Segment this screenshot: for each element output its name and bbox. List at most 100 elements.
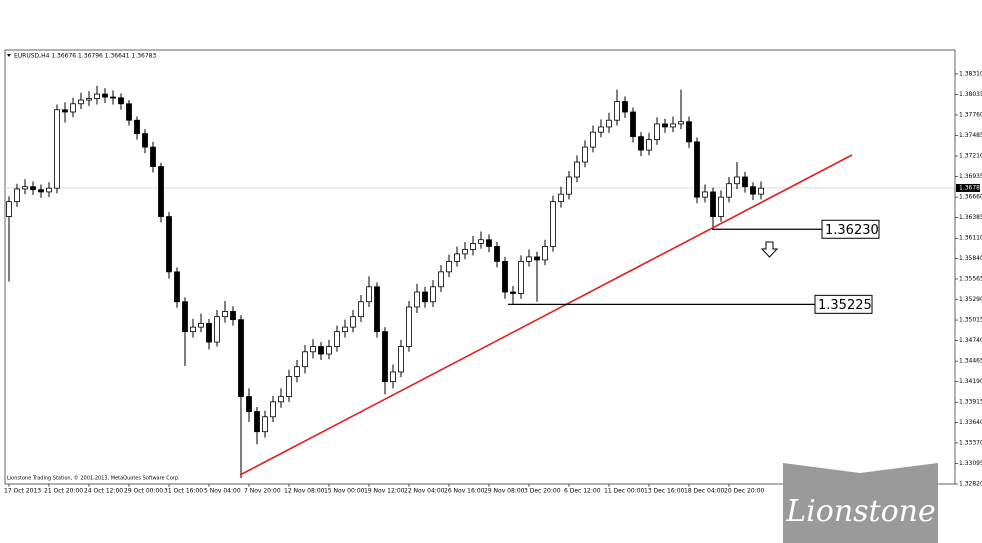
candle-body: [158, 166, 164, 217]
x-tick-label: 3 Dec 20:00: [524, 488, 561, 495]
x-tick-label: 21 Oct 20:00: [44, 488, 83, 495]
candle-body: [142, 133, 148, 148]
candle-body: [198, 322, 204, 328]
candle-body: [694, 141, 700, 198]
x-tick-label: 12 Nov 08:00: [284, 488, 325, 495]
y-tick-label: 1.33370: [959, 439, 982, 446]
x-tick-label: 6 Dec 12:00: [564, 488, 601, 495]
x-tick-label: 24 Oct 12:00: [84, 488, 123, 495]
candle-body: [494, 246, 500, 262]
footer: Lionstone Trading Station, © 2001-2013, …: [7, 475, 180, 482]
candle-body: [662, 123, 668, 128]
candle-body: [734, 176, 740, 185]
candle-body: [686, 121, 692, 143]
x-tick-label: 31 Oct 16:00: [164, 488, 203, 495]
y-tick-label: 1.35565: [959, 275, 982, 282]
candle-body: [150, 146, 156, 167]
candle-body: [622, 101, 628, 113]
candle-body: [398, 346, 404, 373]
current-price-tag: [956, 183, 980, 192]
candle-body: [6, 201, 12, 217]
candle-body: [502, 260, 508, 293]
candle-body: [630, 111, 636, 138]
candle-body: [86, 98, 92, 101]
candle-body: [542, 246, 548, 261]
down-arrow: [760, 241, 779, 258]
candle-body: [30, 186, 36, 191]
candle-body: [478, 239, 484, 244]
candle-body: [78, 99, 84, 105]
candle-body: [190, 326, 196, 333]
y-tick-label: 1.33095: [959, 460, 982, 467]
candle-body: [166, 216, 172, 273]
candle-body: [422, 291, 428, 303]
candle-body: [702, 191, 708, 198]
candle-body: [382, 331, 388, 383]
candle-body: [22, 186, 28, 190]
y-tick-label: 1.34740: [959, 337, 982, 344]
candle-body: [614, 101, 620, 121]
y-tick-label: 1.36385: [959, 214, 982, 221]
candle-body: [670, 123, 676, 128]
candle-body: [246, 396, 252, 412]
candle-body: [430, 286, 436, 303]
x-tick-label: 15 Nov 00:00: [324, 488, 365, 495]
y-tick-label: 1.38035: [959, 91, 982, 98]
plot-frame: [4, 49, 956, 485]
candle-body: [718, 196, 724, 217]
candle-body: [46, 187, 52, 193]
candle-body: [182, 301, 188, 333]
candle-body: [126, 103, 132, 121]
candle-body: [518, 260, 524, 294]
x-tick-label: 26 Nov 16:00: [444, 488, 485, 495]
candle-body: [238, 319, 244, 398]
candle-body: [598, 126, 604, 133]
candle-body: [102, 93, 108, 98]
y-tick-label: 1.36660: [959, 194, 982, 201]
level-label: 1.35225: [818, 298, 872, 313]
y-tick-label: 1.35015: [959, 317, 982, 324]
candle-body: [270, 401, 276, 418]
candle-body: [342, 326, 348, 333]
chart-title: EURUSD,H4 1.36676 1.36796 1.36641 1.3678…: [14, 53, 156, 60]
candle-body: [534, 256, 540, 261]
candle-body: [558, 193, 564, 203]
x-tick-label: 20 Dec 20:00: [724, 488, 765, 495]
x-tick-label: 29 Nov 08:00: [484, 488, 525, 495]
candle-body: [582, 146, 588, 163]
candle-body: [678, 121, 684, 125]
candle-body: [510, 291, 516, 294]
candle-body: [350, 316, 356, 328]
candle-body: [14, 188, 20, 203]
candle-body: [214, 316, 220, 343]
candle-body: [174, 271, 180, 303]
candle-body: [262, 416, 268, 433]
candle-body: [278, 396, 284, 403]
candle-body: [254, 411, 260, 433]
candle-body: [470, 243, 476, 250]
candle-body: [358, 301, 364, 318]
y-tick-label: 1.37760: [959, 111, 982, 118]
level-box: [814, 294, 873, 314]
y-tick-label: 1.37485: [959, 132, 982, 139]
candle-body: [206, 322, 212, 343]
x-tick-label: 19 Nov 12:00: [364, 488, 405, 495]
x-tick-label: 17 Oct 2013: [4, 488, 41, 495]
level-box: [821, 219, 880, 239]
y-tick-label: 1.35290: [959, 296, 982, 303]
candle-body: [134, 119, 140, 135]
candle-body: [390, 371, 396, 383]
candle-body: [742, 176, 748, 188]
candle-body: [486, 239, 492, 247]
x-tick-label: 18 Dec 04:00: [684, 488, 725, 495]
logo-box: [783, 463, 938, 543]
candle-body: [638, 136, 644, 151]
candle-body: [438, 271, 444, 288]
candle-body: [758, 187, 764, 195]
candle-body: [286, 376, 292, 398]
y-tick-label: 1.35840: [959, 255, 982, 262]
candle-body: [366, 286, 372, 303]
candle-body: [318, 346, 324, 355]
candle-body: [38, 189, 44, 193]
x-tick-label: 5 Nov 04:00: [204, 488, 241, 495]
